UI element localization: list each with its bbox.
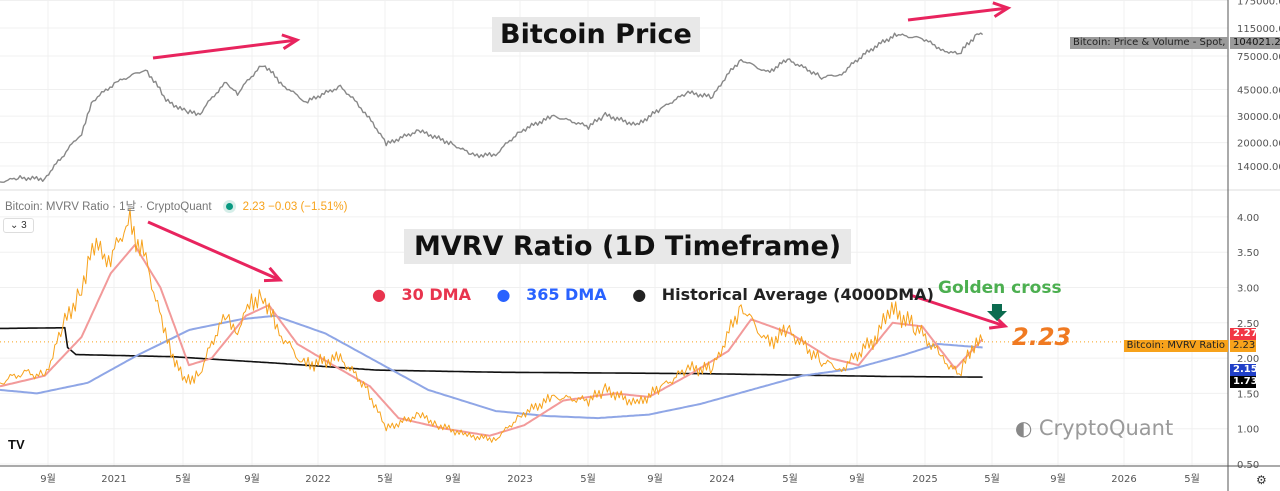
dma30-last-tag: 2.27 [1230,328,1258,340]
mvrv-chart-title: MVRV Ratio (1D Timeframe) [404,229,852,264]
x-tick-label: 9월 [849,473,865,485]
series-values: 2.23 −0.03 (−1.51%) [242,201,348,213]
x-tick-label: 2026 [1111,474,1136,485]
trend-arrow-head [281,33,301,50]
x-tick-label: 2024 [709,474,734,485]
cryptoquant-logo-icon: ◐ [1015,416,1039,440]
mvrv-series-tag: Bitcoin: MVRV Ratio [1123,340,1228,352]
trend-arrow [152,38,298,60]
x-tick-label: 2022 [305,474,330,485]
trend-arrow [147,220,281,282]
settings-icon[interactable]: ⚙ [1256,473,1267,487]
mvrv-y-tick-label: 2.00 [1237,354,1259,365]
golden-cross-down-arrow-icon [987,304,1007,321]
historical-average-line [0,326,983,378]
price-y-tick-label: 45000.00 [1237,86,1280,97]
x-tick-label: 9월 [1050,473,1066,485]
x-tick-label: 5월 [782,473,798,485]
collapse-indicators-button[interactable]: ⌄ 3 [3,218,34,233]
trend-arrow-head [263,266,284,283]
trend-arrow [909,293,1006,328]
legend-item-365dma: ● 365 DMA [496,285,607,304]
trend-arrow [907,6,1009,22]
x-tick-label: 5월 [175,473,191,485]
x-tick-label: 2023 [507,474,532,485]
legend: ● 30 DMA ● 365 DMA ● Historical Average … [372,285,954,304]
trend-arrow-head [988,313,1009,330]
x-tick-label: 5월 [1184,473,1200,485]
tradingview-logo-icon[interactable]: TV [8,437,25,452]
mvrv-y-tick-label: 2.50 [1237,319,1259,330]
golden-cross-label: Golden cross [938,278,1062,298]
price-y-tick-label: 75000.00 [1237,52,1280,63]
price-series-tag: Bitcoin: Price & Volume - Spot, All E... [1070,37,1228,49]
x-tick-label: 9월 [40,473,56,485]
x-tick-label: 9월 [647,473,663,485]
x-tick-label: 5월 [377,473,393,485]
mvrv-last-tag: 2.23 [1230,340,1256,352]
x-tick-label: 9월 [445,473,461,485]
dma30-line [0,244,984,437]
legend-item-historical: ● Historical Average (4000DMA) [632,285,934,304]
x-tick-label: 2025 [912,474,937,485]
cryptoquant-watermark: ◐ CryptoQuant [1015,416,1174,440]
mvrv-y-tick-label: 1.50 [1237,389,1259,400]
legend-item-30dma: ● 30 DMA [372,285,471,304]
price-series-line [0,32,984,183]
hist-avg-last-tag: 1.73 [1230,376,1258,388]
price-y-tick-label: 20000.00 [1237,139,1280,150]
dma365-last-tag: 2.15 [1230,364,1258,376]
x-tick-label: 5월 [580,473,596,485]
series-name: Bitcoin: MVRV Ratio · 1날 · CryptoQuant [5,201,212,213]
mvrv-y-tick-label: 0.50 [1237,460,1259,471]
price-chart-title: Bitcoin Price [492,17,700,52]
x-tick-label: 2021 [101,474,126,485]
mvrv-y-tick-label: 3.50 [1237,248,1259,259]
x-tick-label: 5월 [984,473,1000,485]
status-dot-icon [225,203,233,210]
mvrv-y-tick-label: 4.00 [1237,213,1259,224]
price-y-tick-label: 175000.00 [1237,0,1280,8]
dma365-line [0,314,983,420]
trend-arrow-head [992,1,1012,18]
mvrv-y-tick-label: 3.00 [1237,284,1259,295]
price-y-tick-label: 115000.00 [1237,24,1280,35]
series-header: Bitcoin: MVRV Ratio · 1날 · CryptoQuant 2.… [5,198,347,214]
price-y-tick-label: 30000.00 [1237,112,1280,123]
mvrv-series-line [0,208,984,443]
x-tick-label: 9월 [244,473,260,485]
price-last-tag: 104021.23 [1230,37,1280,49]
price-y-tick-label: 14000.00 [1237,162,1280,173]
last-value-annotation: 2.23 [1012,323,1072,351]
mvrv-y-tick-label: 1.00 [1237,425,1259,436]
